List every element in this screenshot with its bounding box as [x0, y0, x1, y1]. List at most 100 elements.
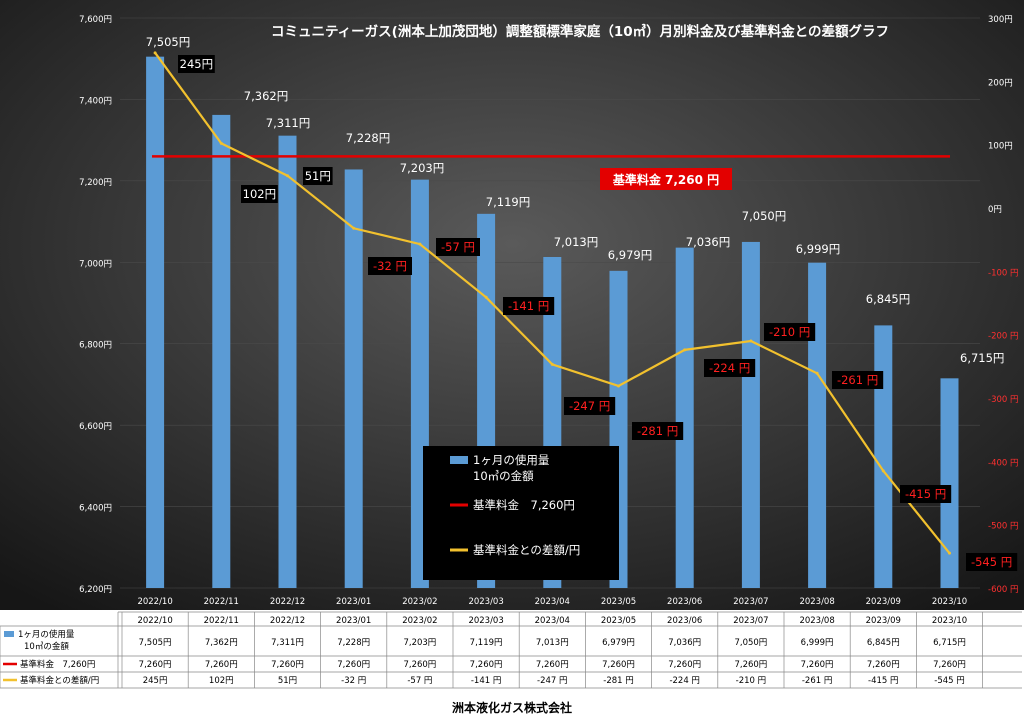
diff-point — [219, 141, 223, 145]
bar — [741, 241, 760, 588]
bar — [675, 247, 694, 588]
table-cell-bar: 7,505円 — [139, 638, 172, 648]
table-cell-base: 7,260円 — [403, 660, 436, 670]
diff-value-label: -32 円 — [368, 257, 412, 275]
y-right-tick-label: -400 円 — [988, 458, 1019, 468]
diff-label-text: -261 円 — [837, 373, 878, 387]
bar-series — [146, 56, 959, 589]
table-header-cell: 2023/07 — [733, 616, 768, 626]
diff-label-text: -247 円 — [569, 399, 610, 413]
y-right-tick-label: 0円 — [988, 205, 1002, 215]
table-cell-bar: 7,228円 — [337, 638, 370, 648]
table-cell-diff: -141 円 — [471, 676, 502, 686]
diff-label-text: -545 円 — [971, 555, 1012, 569]
diff-point — [948, 551, 951, 555]
table-cell-diff: -247 円 — [537, 676, 568, 686]
bar-value-label: 7,119円 — [486, 195, 530, 209]
bar — [146, 56, 165, 588]
table-header-cell: 2022/12 — [270, 616, 305, 626]
y-left-tick-label: 6,400円 — [79, 504, 112, 514]
table-cell-diff: 51円 — [278, 676, 297, 686]
table-header-cell: 2023/08 — [799, 616, 834, 626]
table-cell-base: 7,260円 — [867, 660, 900, 670]
diff-value-label: 51円 — [303, 167, 333, 185]
table-cell-base: 7,260円 — [271, 660, 304, 670]
bar-value-label: 6,715円 — [960, 351, 1004, 365]
legend-bar-swatch — [450, 456, 468, 464]
table-cell-base: 7,260円 — [337, 660, 370, 670]
bar-value-label: 7,050円 — [742, 209, 786, 223]
diff-point — [683, 348, 687, 352]
table-cell-base: 7,260円 — [536, 660, 569, 670]
diff-value-label: -281 円 — [632, 422, 684, 440]
table-header-cell: 2023/06 — [667, 616, 702, 626]
x-tick-label: 2023/08 — [799, 597, 834, 607]
diff-point — [815, 371, 819, 375]
legend-base-label: 基準料金 7,260円 — [473, 498, 575, 512]
bar — [808, 262, 827, 588]
table-cell-diff: -281 円 — [603, 676, 634, 686]
data-table: 2022/10 7,505円 7,260円 245円 2022/11 7,362円 7,26… — [0, 610, 1024, 696]
diff-value-label: -141 円 — [503, 297, 555, 315]
table-cell-bar: 6,715円 — [933, 638, 966, 648]
diff-label-text: 102円 — [243, 187, 276, 201]
bar-value-label: 6,979円 — [608, 248, 652, 262]
table-cell-base: 7,260円 — [933, 660, 966, 670]
footer-company: 洲本液化ガス株式会社 — [451, 701, 572, 715]
diff-label-text: 51円 — [305, 169, 331, 183]
diff-label-text: -32 円 — [373, 259, 407, 273]
table-header-cell: 2023/10 — [932, 616, 967, 626]
chart-title: コミュニティーガス(洲本上加茂団地）調整額標準家庭（10㎥）月別料金及び基準料金… — [271, 23, 889, 40]
table-header-cell: 2023/05 — [601, 616, 636, 626]
y-left-tick-label: 6,200円 — [79, 585, 112, 595]
diff-value-label: -261 円 — [832, 371, 884, 389]
diff-label-box — [764, 323, 816, 341]
bar-value-label: 7,203円 — [400, 161, 444, 175]
legend-bar-sublabel: 10㎥の金額 — [473, 469, 534, 483]
table-header-cell: 2023/01 — [336, 616, 371, 626]
bar-value-label: 7,311円 — [266, 116, 310, 130]
bar — [212, 114, 231, 589]
table-cell-bar: 7,119円 — [470, 638, 503, 648]
diff-label-text: -415 円 — [905, 487, 946, 501]
table-cell-diff: 245円 — [143, 676, 168, 686]
diff-label-text: -57 円 — [441, 240, 475, 254]
bar-value-label: 7,228円 — [346, 131, 390, 145]
diff-point — [881, 469, 885, 473]
table-row-label: 基準料金 7,260円 — [20, 659, 95, 670]
table-background — [0, 610, 1024, 696]
y-right-tick-label: -600 円 — [988, 585, 1019, 595]
diff-value-label: -224 円 — [704, 359, 756, 377]
table-cell-bar: 7,036円 — [668, 638, 701, 648]
diff-label-text: -141 円 — [508, 299, 549, 313]
diff-value-label: -57 円 — [436, 238, 480, 256]
base-annotation-box — [600, 168, 732, 190]
y-left-tick-label: 7,400円 — [79, 96, 112, 106]
x-tick-label: 2023/10 — [932, 597, 967, 607]
bar-value-label: 7,013円 — [554, 235, 598, 249]
table-cell-bar: 7,050円 — [734, 638, 767, 648]
table-cell-diff: -545 円 — [934, 676, 965, 686]
diff-label-box — [564, 397, 616, 415]
base-line-series: 基準料金 7,260 円 — [152, 155, 950, 190]
x-tick-label: 2022/10 — [137, 597, 172, 607]
table-cell-base: 7,260円 — [139, 660, 172, 670]
diff-value-label: -247 円 — [564, 397, 616, 415]
diff-label-box — [303, 167, 333, 185]
table-cell-base: 7,260円 — [602, 660, 635, 670]
table-header-cell: 2023/04 — [535, 616, 570, 626]
table-cell-bar: 7,013円 — [536, 638, 569, 648]
y-left-tick-label: 6,800円 — [79, 341, 112, 351]
y-left-tick-label: 7,200円 — [79, 178, 112, 188]
table-row-label: 基準料金との差額/円 — [20, 675, 99, 686]
diff-value-label: 102円 — [241, 185, 278, 203]
diff-label-box — [503, 297, 555, 315]
table-cell-bar: 7,362円 — [205, 638, 238, 648]
x-tick-label: 2023/09 — [866, 597, 901, 607]
x-tick-label: 2022/12 — [270, 597, 305, 607]
bar — [344, 169, 363, 588]
bar — [940, 378, 959, 588]
diff-label-box — [832, 371, 884, 389]
bar — [278, 135, 297, 588]
